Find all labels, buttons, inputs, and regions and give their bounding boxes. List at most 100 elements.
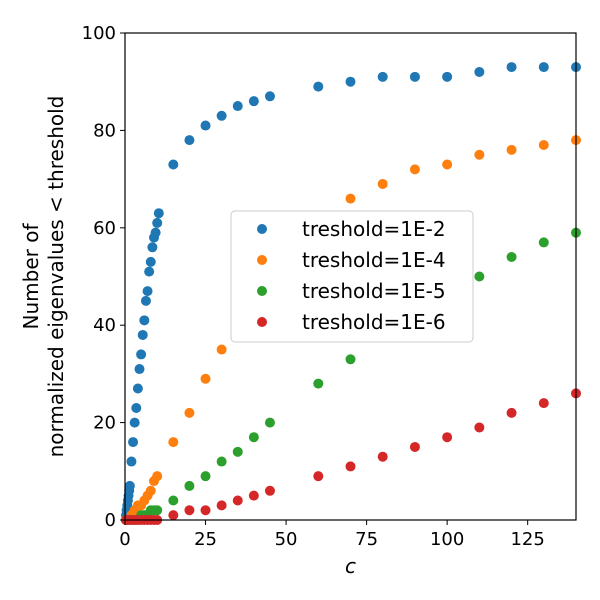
data-point-series-1-15 (345, 193, 356, 204)
data-point-series-0-18 (144, 266, 155, 277)
data-point-series-0-6 (124, 480, 135, 491)
data-point-series-1-19 (474, 149, 485, 160)
data-point-series-2-13 (200, 471, 211, 482)
data-point-series-1-14 (216, 344, 227, 355)
data-point-series-0-9 (129, 417, 140, 428)
y-tick-label-3: 60 (93, 218, 116, 239)
data-point-series-0-14 (137, 329, 148, 340)
data-point-series-3-18 (313, 471, 324, 482)
data-point-series-2-18 (313, 378, 324, 389)
legend-marker-1e-6 (257, 317, 267, 327)
y-tick-label-5: 100 (82, 23, 116, 44)
data-point-series-3-13 (200, 505, 211, 516)
data-point-series-0-35 (409, 71, 420, 82)
data-point-series-2-19 (345, 354, 356, 365)
data-point-series-0-28 (216, 110, 227, 121)
data-point-series-0-30 (248, 96, 259, 107)
legend-frame (230, 210, 474, 343)
y-tick-label-0: 0 (105, 510, 116, 531)
data-point-series-3-21 (409, 441, 420, 452)
data-point-series-3-20 (377, 451, 388, 462)
data-point-series-0-29 (232, 101, 243, 112)
data-point-series-1-11 (168, 437, 179, 448)
data-point-series-0-8 (128, 437, 139, 448)
legend-label-1e-4: treshold=1E-4 (302, 248, 446, 272)
data-point-series-2-14 (216, 456, 227, 467)
legend-marker-1e-4 (257, 255, 267, 265)
data-point-series-1-10 (152, 471, 163, 482)
data-point-series-1-18 (442, 159, 453, 170)
data-point-series-1-17 (409, 164, 420, 175)
legend-marker-1e-5 (257, 286, 267, 296)
data-point-series-3-14 (216, 500, 227, 511)
x-axis-ticks: 0 25 50 75 100 125 (119, 520, 545, 550)
data-point-series-0-37 (474, 66, 485, 77)
data-point-series-0-13 (136, 349, 147, 360)
data-point-series-2-17 (264, 417, 275, 428)
data-point-series-0-36 (442, 71, 453, 82)
data-point-series-0-7 (126, 456, 137, 467)
data-point-series-0-16 (140, 295, 151, 306)
data-point-series-0-39 (538, 62, 549, 73)
data-point-series-0-38 (506, 62, 517, 73)
x-tick-label-5: 125 (510, 529, 544, 550)
data-point-series-0-34 (377, 71, 388, 82)
x-tick-label-2: 50 (275, 529, 298, 550)
data-point-series-2-10 (152, 505, 163, 516)
data-point-series-0-22 (150, 227, 161, 238)
data-point-series-0-10 (131, 402, 142, 413)
x-tick-label-3: 75 (355, 529, 378, 550)
x-tick-label-0: 0 (119, 529, 130, 550)
legend: treshold=1E-2 treshold=1E-4 treshold=1E-… (230, 210, 474, 343)
y-tick-label-1: 20 (93, 413, 116, 434)
data-point-series-3-15 (232, 495, 243, 506)
legend-label-1e-2: treshold=1E-2 (302, 217, 446, 241)
data-point-series-3-25 (538, 398, 549, 409)
data-point-series-0-25 (168, 159, 179, 170)
data-point-series-3-17 (264, 485, 275, 496)
data-point-series-1-13 (200, 373, 211, 384)
data-point-series-2-16 (248, 432, 259, 443)
data-point-series-2-11 (168, 495, 179, 506)
data-point-series-1-12 (184, 407, 195, 418)
data-point-series-0-12 (134, 364, 145, 375)
data-point-series-0-24 (153, 208, 164, 219)
data-point-series-3-12 (184, 505, 195, 516)
data-point-series-0-33 (345, 76, 356, 87)
data-point-series-0-32 (313, 81, 324, 92)
data-point-series-0-19 (145, 256, 156, 267)
data-point-series-0-15 (139, 315, 150, 326)
data-point-series-3-23 (474, 422, 485, 433)
data-point-series-1-20 (506, 144, 517, 155)
legend-label-1e-5: treshold=1E-5 (302, 279, 446, 303)
data-point-series-0-17 (142, 286, 153, 297)
data-point-series-0-23 (152, 217, 163, 228)
data-point-series-3-19 (345, 461, 356, 472)
y-tick-label-2: 40 (93, 315, 116, 336)
data-point-series-3-11 (168, 510, 179, 521)
legend-label-1e-6: treshold=1E-6 (302, 310, 446, 334)
legend-marker-1e-2 (257, 224, 267, 234)
data-point-series-0-11 (132, 383, 143, 394)
data-point-series-0-20 (147, 242, 158, 253)
data-point-series-1-21 (538, 140, 549, 151)
data-point-series-0-27 (200, 120, 211, 131)
data-point-series-0-26 (184, 135, 195, 146)
data-point-series-1-16 (377, 178, 388, 189)
data-point-series-1-8 (145, 485, 156, 496)
data-point-series-2-15 (232, 446, 243, 457)
data-point-series-2-20 (474, 271, 485, 282)
data-point-series-3-24 (506, 407, 517, 418)
data-point-series-2-22 (538, 237, 549, 248)
x-tick-label-1: 25 (194, 529, 217, 550)
data-point-series-2-12 (184, 480, 195, 491)
data-point-series-0-31 (264, 91, 275, 102)
data-point-series-3-16 (248, 490, 259, 501)
y-axis-label-line-2: normalized eigenvalues < threshold (44, 96, 68, 458)
x-axis-label: c (345, 554, 356, 578)
data-point-series-3-22 (442, 432, 453, 443)
data-point-series-2-21 (506, 252, 517, 263)
plot-frame (124, 32, 577, 521)
